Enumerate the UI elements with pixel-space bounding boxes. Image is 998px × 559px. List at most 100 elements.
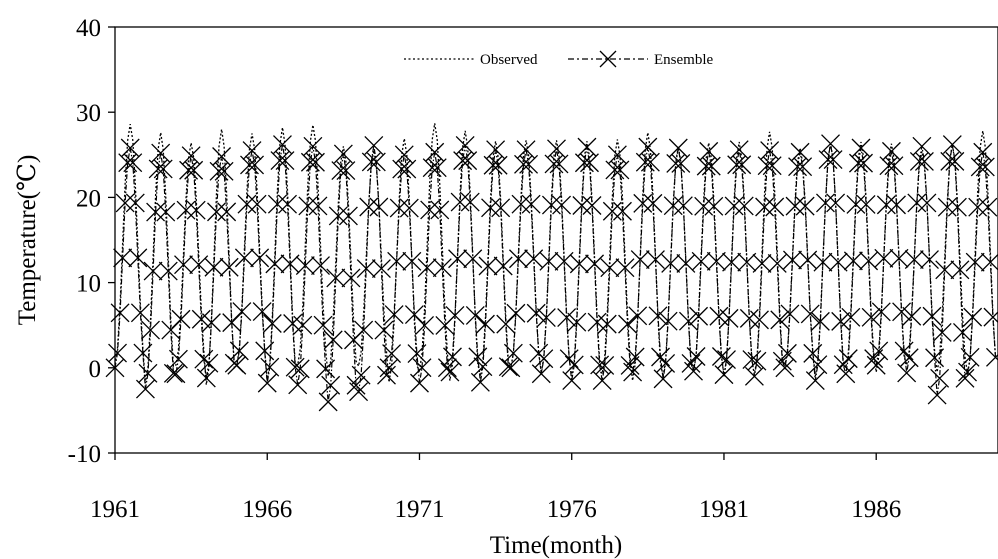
- ensemble-marker: [369, 197, 389, 217]
- ensemble-marker: [321, 375, 341, 395]
- ensemble-marker: [671, 153, 691, 173]
- ensemble-marker: [841, 307, 861, 327]
- ensemble-marker: [255, 341, 275, 361]
- ensemble-marker: [539, 251, 559, 271]
- ensemble-marker: [156, 202, 176, 222]
- ensemble-marker: [113, 248, 133, 268]
- ensemble-marker: [402, 251, 422, 271]
- ensemble-marker: [234, 248, 254, 268]
- ensemble-marker: [346, 375, 366, 395]
- ensemble-marker: [978, 197, 998, 217]
- ensemble-marker: [577, 137, 597, 157]
- x-tick-label: 1976: [547, 496, 597, 523]
- ensemble-marker: [478, 256, 498, 276]
- ensemble-marker: [831, 311, 851, 331]
- ensemble-marker: [564, 355, 584, 375]
- ensemble-marker: [328, 206, 348, 226]
- ensemble-marker: [800, 304, 820, 324]
- ensemble-marker: [613, 201, 632, 221]
- ensemble-marker: [356, 259, 376, 279]
- ensemble-marker: [128, 248, 148, 268]
- ensemble-marker: [884, 156, 904, 176]
- ensemble-marker: [323, 330, 343, 350]
- ensemble-marker: [785, 196, 805, 216]
- ensemble-marker: [541, 195, 561, 215]
- ensemble-marker: [663, 196, 683, 216]
- ensemble-marker: [750, 310, 769, 330]
- ensemble-marker: [920, 250, 939, 270]
- ensemble-marker: [458, 151, 478, 171]
- ensemble-marker: [163, 363, 183, 383]
- x-tick-label: 1971: [394, 496, 444, 523]
- ensemble-marker: [247, 194, 267, 214]
- ensemble-marker: [270, 151, 290, 171]
- ensemble-marker: [303, 136, 323, 156]
- ensemble-marker: [557, 308, 577, 327]
- ensemble-marker: [955, 368, 975, 388]
- ensemble-marker: [473, 357, 493, 377]
- ensemble-marker: [935, 260, 955, 280]
- ensemble-marker: [704, 196, 724, 216]
- ensemble-marker: [711, 347, 731, 366]
- ensemble-marker: [427, 158, 447, 178]
- ensemble-marker: [420, 200, 440, 220]
- ensemble-marker: [673, 196, 693, 216]
- ensemble-marker: [382, 344, 402, 363]
- y-tick-labels: -10 0 10 20 30 40: [68, 15, 101, 468]
- ensemble-marker: [793, 157, 813, 177]
- ensemble-marker: [168, 349, 188, 369]
- ensemble-marker: [318, 392, 338, 412]
- ensemble-marker: [953, 322, 972, 342]
- ensemble-marker: [567, 312, 587, 332]
- y-tick-label: 10: [76, 271, 101, 298]
- ensemble-marker: [491, 198, 511, 218]
- ensemble-marker: [902, 306, 922, 326]
- ensemble-marker: [770, 310, 790, 330]
- ensemble-marker: [333, 144, 353, 164]
- ensemble-marker: [640, 152, 660, 172]
- ensemble-marker: [384, 305, 404, 325]
- y-tick-label: 40: [76, 15, 101, 42]
- ensemble-marker: [907, 193, 927, 213]
- ensemble-marker: [110, 303, 130, 323]
- ensemble-marker: [980, 252, 998, 272]
- ensemble-marker: [861, 307, 881, 327]
- ensemble-marker: [932, 322, 952, 342]
- ensemble-marker: [417, 258, 437, 278]
- ensemble-marker: [620, 355, 640, 375]
- ensemble-marker: [572, 196, 592, 215]
- ensemble-marker: [130, 303, 150, 323]
- ensemble-marker: [207, 202, 226, 222]
- ensemble-marker: [123, 153, 143, 173]
- ensemble-marker: [389, 198, 409, 218]
- ensemble-marker: [582, 196, 602, 215]
- ensemble-marker: [549, 154, 569, 174]
- ensemble-marker: [425, 142, 445, 162]
- ensemble-marker: [937, 197, 957, 217]
- ensemble-marker: [630, 250, 650, 270]
- ensemble-marker: [889, 248, 909, 268]
- ensemble-marker: [960, 347, 980, 367]
- ensemble-marker: [701, 156, 721, 176]
- ensemble-marker: [975, 157, 995, 177]
- ensemble-line: [114, 143, 997, 402]
- ensemble-marker: [483, 155, 503, 175]
- ensemble-marker: [706, 251, 726, 271]
- ensemble-marker: [722, 252, 742, 272]
- ensemble-marker: [930, 368, 950, 388]
- ensemble-marker: [536, 308, 556, 327]
- y-tick-label: -10: [68, 441, 101, 468]
- ensemble-marker: [826, 193, 846, 213]
- ensemble-marker: [351, 365, 371, 385]
- ensemble-marker: [341, 268, 361, 288]
- ensemble-marker: [300, 152, 320, 172]
- ensemble-marker: [445, 305, 465, 325]
- ensemble-marker: [892, 302, 912, 322]
- ensemble-marker: [415, 315, 435, 335]
- ensemble-marker: [914, 152, 934, 171]
- ensemble-marker: [184, 160, 204, 180]
- ensemble-marker: [765, 197, 785, 217]
- ensemble-marker: [724, 196, 744, 216]
- ensemble-marker: [519, 154, 539, 174]
- ensemble-marker: [448, 249, 468, 269]
